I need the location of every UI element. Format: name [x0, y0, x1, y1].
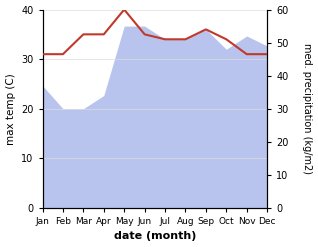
- Y-axis label: max temp (C): max temp (C): [5, 73, 16, 144]
- Y-axis label: med. precipitation (kg/m2): med. precipitation (kg/m2): [302, 43, 313, 174]
- X-axis label: date (month): date (month): [114, 231, 196, 242]
